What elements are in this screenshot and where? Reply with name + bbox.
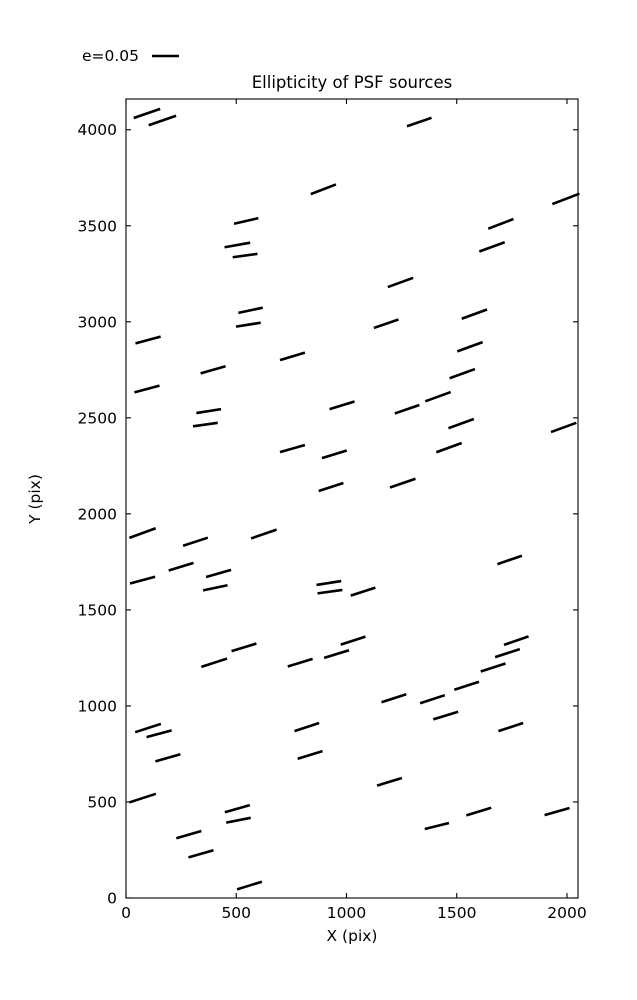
whisker-segment — [456, 340, 484, 353]
y-tick-label: 500 — [87, 793, 117, 811]
y-tick-label: 3000 — [78, 313, 117, 331]
y-axis-label: Y (pix) — [26, 474, 44, 525]
whisker-segment — [381, 692, 407, 704]
whisker-segment — [146, 729, 172, 739]
whisker-segment — [148, 114, 177, 127]
y-tick-label: 1500 — [78, 601, 117, 619]
whisker-segment — [129, 575, 156, 585]
x-tick-label: 0 — [121, 904, 131, 922]
y-tick-label: 2000 — [78, 505, 117, 523]
x-tick-label: 2000 — [547, 904, 586, 922]
axes-frame — [125, 98, 579, 899]
whisker-segment — [224, 803, 251, 814]
whisker-segment — [310, 183, 337, 196]
whisker-segment — [279, 443, 306, 454]
whisker-segment — [287, 657, 313, 668]
whisker-segment — [387, 276, 414, 289]
whisker-segment — [376, 776, 403, 787]
x-axis-ticks: 0 500 1000 1500 2000 — [121, 99, 587, 922]
whisker-segment — [435, 441, 463, 454]
whisker-segment — [224, 241, 251, 249]
whisker-segment — [279, 351, 306, 362]
whisker-segment — [453, 680, 480, 692]
whisker-segment — [394, 403, 420, 415]
y-axis-ticks: 0 500 1000 1500 2000 2500 3000 3500 4000 — [78, 121, 578, 908]
whisker-segment — [200, 364, 226, 375]
legend-label: e=0.05 — [82, 47, 139, 65]
whisker-segment — [448, 417, 475, 430]
whisker-segment — [496, 554, 523, 566]
whisker-segment — [318, 481, 344, 493]
whisker-segment — [544, 806, 570, 817]
whisker-segment — [231, 642, 257, 653]
whisker-segment — [406, 116, 432, 128]
whisker-segments — [128, 107, 580, 891]
whisker-segment — [340, 635, 366, 646]
whisker-segment — [155, 752, 181, 763]
whisker-segment — [192, 421, 218, 428]
whisker-segment — [168, 561, 194, 572]
whisker-segment — [202, 583, 228, 592]
whisker-segment — [225, 816, 251, 824]
whisker-segment — [188, 848, 214, 859]
whisker-segment — [175, 829, 202, 840]
whisker-segment — [233, 216, 259, 226]
whisker-segment — [133, 107, 161, 120]
whisker-segment — [465, 806, 492, 817]
whisker-segment — [128, 527, 157, 540]
whisker-segment — [494, 647, 521, 659]
whisker-segment — [317, 588, 343, 595]
whisker-segment — [487, 217, 514, 230]
whisker-segment — [424, 390, 452, 403]
page-title: Ellipticity of PSF sources — [252, 73, 453, 92]
whisker-segment — [205, 568, 232, 579]
whisker-segment — [321, 449, 348, 460]
whisker-segment — [134, 384, 160, 394]
y-tick-label: 3500 — [78, 217, 117, 235]
whisker-segment — [232, 252, 258, 259]
whisker-segment — [297, 749, 323, 760]
whisker-segment — [551, 192, 580, 206]
y-tick-label: 4000 — [78, 121, 117, 139]
x-tick-label: 1500 — [437, 904, 476, 922]
whisker-segment — [497, 721, 524, 733]
whisker-segment — [389, 477, 416, 489]
y-tick-label: 1000 — [78, 697, 117, 715]
y-tick-label: 0 — [107, 890, 117, 908]
whisker-segment — [135, 335, 161, 345]
whisker-segment — [550, 421, 577, 434]
whisker-segment — [200, 657, 228, 669]
whisker-segment — [294, 721, 320, 733]
x-tick-label: 500 — [221, 904, 251, 922]
x-axis-label: X (pix) — [327, 927, 378, 945]
legend-scale: e=0.05 — [82, 47, 179, 65]
whisker-segment — [134, 722, 162, 734]
whisker-segment — [196, 407, 222, 415]
whisker-segment — [449, 367, 476, 380]
y-tick-label: 2500 — [78, 409, 117, 427]
whisker-segment — [480, 662, 506, 673]
whisker-segment — [323, 649, 350, 660]
whisker-segment — [503, 635, 529, 647]
whisker-segment — [373, 318, 399, 330]
whisker-segment — [236, 880, 263, 891]
whisker-segment — [238, 306, 264, 315]
whisker-segment — [419, 693, 446, 705]
whisker-segment — [250, 528, 277, 540]
whisker-segment — [461, 308, 488, 320]
whisker-segment — [128, 792, 157, 804]
whisker-segment — [329, 400, 355, 411]
whisker-segment — [316, 579, 342, 587]
whisker-segment — [432, 710, 459, 721]
whisker-segment — [350, 586, 376, 597]
whisker-segment — [235, 321, 261, 328]
x-tick-label: 1000 — [327, 904, 366, 922]
whisker-segment — [478, 241, 506, 253]
whisker-segment — [182, 536, 209, 547]
whisker-segment — [424, 821, 450, 831]
